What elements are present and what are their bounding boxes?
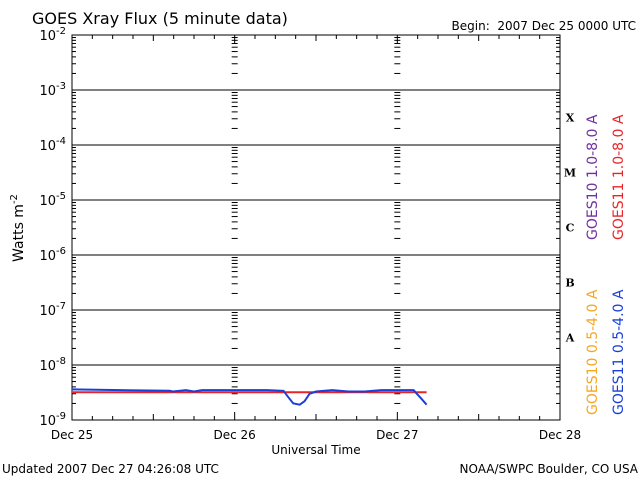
y-axis-label: Watts m-2 (9, 194, 27, 262)
y-tick-label: 10-3 (39, 81, 66, 99)
flare-class-label: M (564, 167, 576, 180)
plot-area (71, 34, 561, 421)
y-tick-exponent: -4 (56, 136, 66, 147)
y-tick-base: 10 (39, 84, 56, 99)
legend-entry: GOES10 0.5-4.0 A (585, 289, 601, 415)
y-axis-ticks: 10-210-310-410-510-610-710-810-9 (39, 26, 560, 429)
y-tick-label: 10-5 (39, 191, 66, 209)
x-axis-ticks: Dec 25 Dec 26 Dec 27 Dec 28 (51, 35, 581, 442)
chart-title: GOES Xray Flux (5 minute data) (32, 9, 288, 28)
y-tick-label: 10-8 (39, 356, 66, 374)
legend: GOES10 1.0-8.0 A GOES11 1.0-8.0 A GOES10 0… (585, 114, 627, 415)
flare-class-label: X (566, 112, 575, 125)
y-tick-base: 10 (39, 414, 56, 429)
legend-entry: GOES10 1.0-8.0 A (585, 114, 601, 240)
y-tick-exponent: -7 (56, 301, 66, 312)
legend-entry: GOES11 0.5-4.0 A (611, 289, 627, 415)
y-tick-exponent: -2 (56, 26, 66, 37)
y-tick-exponent: -8 (56, 356, 66, 367)
y-tick-exponent: -9 (56, 411, 66, 422)
x-tick-label: Dec 28 (539, 428, 581, 442)
y-tick-exponent: -3 (56, 81, 66, 92)
y-tick-base: 10 (39, 29, 56, 44)
y-tick-label: 10-4 (39, 136, 66, 154)
flare-class-label: C (566, 222, 575, 235)
y-tick-base: 10 (39, 139, 56, 154)
y-tick-label: 10-9 (39, 411, 66, 429)
y-tick-exponent: -6 (56, 246, 66, 257)
legend-entry: GOES11 1.0-8.0 A (611, 114, 627, 240)
y-tick-base: 10 (39, 359, 56, 374)
gridlines (72, 89, 560, 366)
flare-class-label: B (565, 277, 574, 290)
day-markers (231, 37, 401, 404)
y-tick-base: 10 (39, 249, 56, 264)
y-tick-label: 10-2 (39, 26, 66, 44)
y-axis-label-text: Watts m (11, 204, 27, 262)
x-tick-label: Dec 25 (51, 428, 93, 442)
x-axis-label: Universal Time (271, 443, 360, 457)
x-tick-label: Dec 27 (376, 428, 418, 442)
series-line (71, 388, 428, 406)
y-tick-exponent: -5 (56, 191, 66, 202)
flare-class-label: A (565, 332, 575, 345)
updated-timestamp: Updated 2007 Dec 27 04:26:08 UTC (2, 462, 219, 476)
begin-time-label: Begin: 2007 Dec 25 0000 UTC (452, 19, 636, 33)
y-tick-base: 10 (39, 304, 56, 319)
credit-label: NOAA/SWPC Boulder, CO USA (460, 462, 639, 476)
y-tick-label: 10-7 (39, 301, 66, 319)
y-axis-label-sup: -2 (9, 194, 20, 204)
x-tick-label: Dec 26 (214, 428, 256, 442)
y-tick-label: 10-6 (39, 246, 66, 264)
flare-class-labels: X M C B A (564, 112, 576, 345)
series-lines (71, 388, 428, 406)
y-tick-base: 10 (39, 194, 56, 209)
